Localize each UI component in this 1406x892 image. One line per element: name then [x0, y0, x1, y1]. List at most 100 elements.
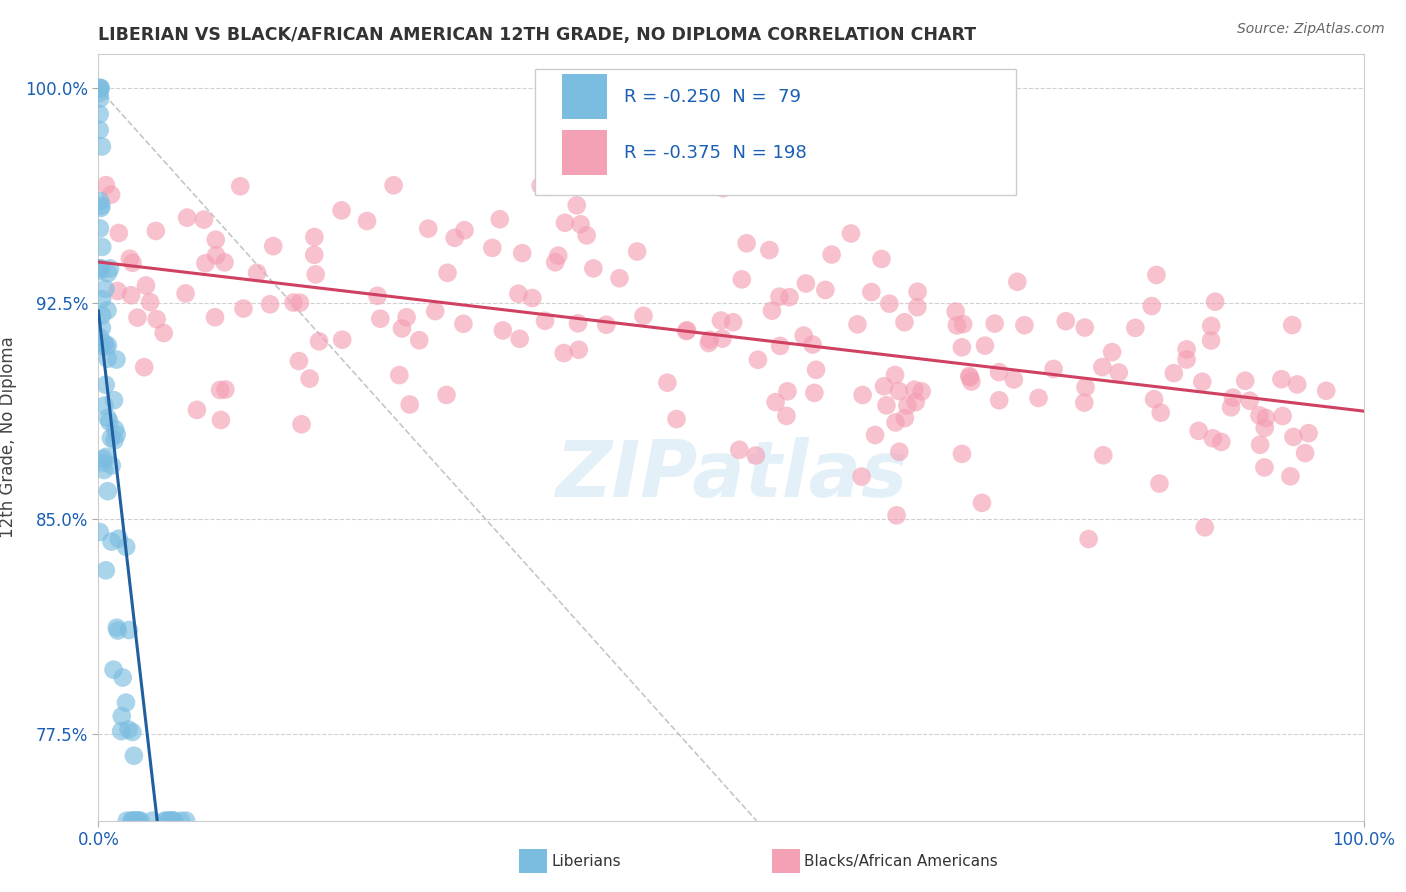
Point — [988, 393, 1011, 408]
Point — [100, 431, 122, 445]
Point — [776, 384, 799, 399]
Point — [115, 540, 138, 554]
Point — [214, 255, 236, 269]
Point — [1191, 375, 1213, 389]
FancyBboxPatch shape — [534, 69, 1015, 195]
Point — [103, 393, 125, 408]
Point — [889, 444, 911, 458]
Point — [194, 256, 217, 270]
Point — [127, 310, 149, 325]
Point — [1042, 362, 1064, 376]
Point — [1140, 299, 1163, 313]
Point — [139, 295, 162, 310]
Point — [509, 332, 531, 346]
Point — [89, 81, 111, 95]
Point — [94, 178, 117, 193]
Point — [97, 338, 120, 352]
Point — [595, 318, 617, 332]
Point — [1279, 469, 1302, 483]
Point — [1073, 395, 1095, 409]
Point — [90, 261, 112, 276]
Point — [330, 333, 353, 347]
Point — [94, 340, 117, 354]
Point — [262, 239, 284, 253]
Point — [308, 334, 330, 349]
Point — [118, 252, 141, 266]
Point — [1143, 392, 1166, 407]
Point — [851, 469, 873, 483]
Point — [97, 266, 120, 280]
Point — [453, 317, 475, 331]
Point — [1254, 421, 1277, 435]
Point — [89, 81, 111, 95]
Point — [135, 278, 157, 293]
Point — [105, 621, 128, 635]
Point — [96, 303, 118, 318]
Point — [94, 563, 117, 577]
Point — [804, 363, 827, 377]
Point — [1175, 343, 1198, 357]
Point — [89, 264, 111, 278]
Point — [904, 395, 927, 409]
Point — [1220, 401, 1243, 415]
Point — [122, 814, 145, 828]
Point — [761, 303, 783, 318]
Point — [1281, 318, 1303, 332]
Point — [89, 261, 111, 276]
Point — [950, 340, 973, 354]
Point — [104, 422, 127, 436]
Point — [1149, 476, 1171, 491]
Point — [176, 211, 198, 225]
Point — [1108, 366, 1130, 380]
Point — [699, 333, 721, 347]
Point — [90, 321, 112, 335]
Point — [170, 814, 193, 828]
Point — [107, 624, 129, 638]
Point — [1294, 446, 1316, 460]
Point — [1249, 409, 1271, 423]
Point — [100, 187, 122, 202]
Point — [1144, 268, 1167, 282]
Point — [117, 723, 139, 737]
Point — [160, 814, 183, 828]
Point — [91, 451, 114, 466]
Point — [121, 725, 143, 739]
Point — [626, 244, 648, 259]
Point — [959, 370, 981, 384]
Point — [905, 300, 928, 314]
Point — [162, 814, 184, 828]
Point — [89, 221, 111, 235]
Point — [305, 268, 328, 282]
Point — [1222, 391, 1244, 405]
Point — [1270, 372, 1292, 386]
Point — [186, 403, 208, 417]
Point — [111, 709, 134, 723]
Point — [839, 227, 862, 241]
Text: ZIPatlas: ZIPatlas — [555, 437, 907, 514]
Point — [229, 179, 252, 194]
Point — [89, 330, 111, 344]
Point — [388, 368, 411, 383]
Point — [960, 375, 983, 389]
Point — [121, 256, 143, 270]
Point — [89, 107, 111, 121]
Point — [121, 814, 143, 828]
Point — [1199, 334, 1222, 348]
Point — [209, 383, 232, 397]
Point — [554, 216, 576, 230]
Point — [952, 317, 974, 331]
Point — [1211, 434, 1233, 449]
Point — [418, 221, 440, 235]
Point — [98, 261, 121, 276]
Point — [163, 814, 186, 828]
Point — [711, 332, 734, 346]
Point — [860, 285, 883, 299]
Point — [443, 231, 465, 245]
Point — [970, 496, 993, 510]
Point — [96, 450, 118, 464]
Point — [232, 301, 254, 316]
Point — [875, 398, 897, 412]
Point — [98, 415, 121, 429]
Point — [974, 338, 997, 352]
Point — [801, 337, 824, 351]
